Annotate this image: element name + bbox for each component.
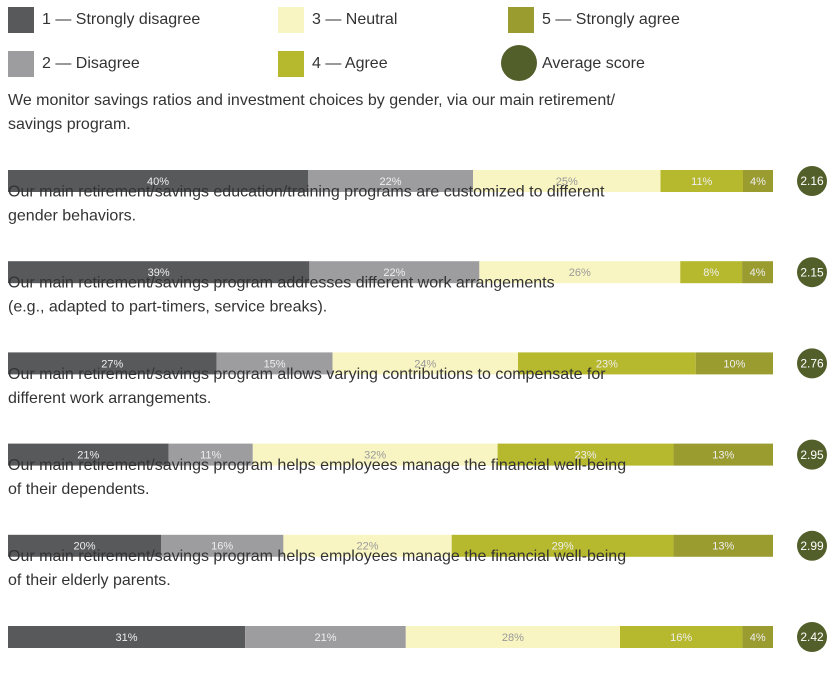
legend-swatch <box>501 45 537 81</box>
bar-segment <box>168 443 253 466</box>
category-label: Our main retirement/savings education/tr… <box>8 183 605 200</box>
bar-segment <box>8 534 161 557</box>
bar-segment <box>473 170 661 192</box>
value-label: 28% <box>502 632 524 644</box>
bar-segment <box>8 443 169 466</box>
bar-segment <box>742 626 773 648</box>
value-label: 8% <box>703 267 719 279</box>
bar-segment <box>680 261 743 284</box>
value-label: 4% <box>750 632 766 644</box>
value-label: 22% <box>379 176 401 188</box>
bar-segment <box>518 352 696 375</box>
value-label: 21% <box>77 450 99 462</box>
value-label: 24% <box>414 358 436 370</box>
legend-label: 1 — Strongly disagree <box>42 11 200 28</box>
value-label: 27% <box>101 358 123 370</box>
bar-segment <box>743 170 773 192</box>
average-label: 2.15 <box>800 265 824 279</box>
value-label: 10% <box>723 358 745 370</box>
bar-segment <box>451 534 674 557</box>
legend-swatch <box>508 7 534 33</box>
value-label: 22% <box>383 267 405 279</box>
bar-segment <box>252 443 498 466</box>
value-label: 4% <box>750 267 766 279</box>
bar-segment <box>660 170 743 192</box>
bar-segment <box>405 626 620 648</box>
bar-segment <box>673 443 773 466</box>
category-label: We monitor savings ratios and investment… <box>8 92 616 109</box>
value-label: 32% <box>364 450 386 462</box>
category-label: (e.g., adapted to part-timers, service b… <box>8 299 327 316</box>
bar-segment <box>673 534 773 557</box>
average-label: 2.16 <box>800 174 824 188</box>
legend-label: 3 — Neutral <box>312 11 397 28</box>
bar-segment <box>309 261 480 284</box>
bar-segment <box>283 534 452 557</box>
value-label: 16% <box>211 541 233 553</box>
bar-segment <box>620 626 743 648</box>
value-label: 23% <box>596 358 618 370</box>
average-marker <box>797 348 827 379</box>
legend-swatch <box>8 7 34 33</box>
category-label: of their elderly parents. <box>8 572 171 589</box>
value-label: 13% <box>712 450 734 462</box>
value-label: 23% <box>575 450 597 462</box>
bar-segment <box>161 534 284 557</box>
value-label: 26% <box>569 267 591 279</box>
bar-segment <box>8 352 217 375</box>
legend-label: Average score <box>542 55 645 72</box>
bar-segment <box>8 261 310 284</box>
value-label: 31% <box>116 632 138 644</box>
legend-swatch <box>278 51 304 77</box>
value-label: 11% <box>691 176 712 188</box>
category-label: gender behaviors. <box>8 207 136 224</box>
average-label: 2.99 <box>800 539 824 553</box>
category-label: of their dependents. <box>8 481 149 498</box>
bar-segment <box>479 261 681 284</box>
average-label: 2.42 <box>800 630 824 644</box>
bar-segment <box>8 626 246 648</box>
value-label: 40% <box>147 176 169 188</box>
value-label: 29% <box>552 541 574 553</box>
value-label: 11% <box>200 450 221 462</box>
legend-label: 5 — Strongly agree <box>542 11 680 28</box>
average-marker <box>797 622 827 652</box>
bar-segment <box>308 170 473 192</box>
category-label: Our main retirement/savings program allo… <box>8 366 606 383</box>
category-label: Our main retirement/savings program help… <box>8 548 626 565</box>
average-marker <box>797 439 827 470</box>
legend-label: 4 — Agree <box>312 55 388 72</box>
average-marker <box>797 166 827 196</box>
average-label: 2.95 <box>800 448 824 462</box>
bar-segment <box>695 352 773 375</box>
bar-segment <box>245 626 406 648</box>
bar-segment <box>216 352 333 375</box>
value-label: 39% <box>148 267 170 279</box>
category-label: savings program. <box>8 116 131 133</box>
average-label: 2.76 <box>800 357 824 371</box>
value-label: 21% <box>314 632 336 644</box>
average-marker <box>797 257 827 288</box>
legend-label: 2 — Disagree <box>42 55 140 72</box>
average-marker <box>797 530 827 561</box>
legend-swatch <box>278 7 304 33</box>
value-label: 4% <box>750 176 766 188</box>
bar-segment <box>8 170 308 192</box>
legend-swatch <box>8 51 34 77</box>
bar-segment <box>742 261 773 284</box>
value-label: 25% <box>556 176 578 188</box>
value-label: 13% <box>712 541 734 553</box>
value-label: 16% <box>670 632 692 644</box>
bar-segment <box>497 443 674 466</box>
category-label: Our main retirement/savings program help… <box>8 457 626 474</box>
bar-segment <box>332 352 518 375</box>
value-label: 22% <box>357 541 379 553</box>
category-label: different work arrangements. <box>8 390 211 407</box>
value-label: 20% <box>73 541 95 553</box>
category-label: Our main retirement/savings program addr… <box>8 275 555 292</box>
value-label: 15% <box>264 358 286 370</box>
